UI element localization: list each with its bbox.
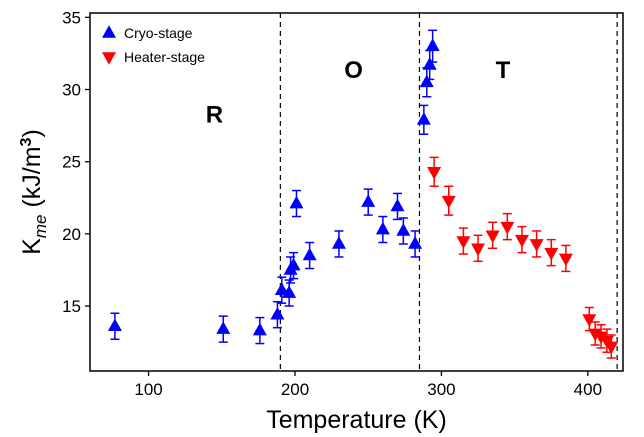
cryo-stage-point bbox=[331, 230, 346, 258]
triangle-up-marker bbox=[419, 74, 434, 88]
triangle-up-marker bbox=[422, 57, 437, 70]
legend-marker bbox=[102, 25, 116, 38]
triangle-up-marker bbox=[361, 194, 376, 207]
y-tick-label: 20 bbox=[62, 225, 81, 244]
triangle-down-marker bbox=[529, 239, 544, 252]
cryo-stage-point bbox=[274, 276, 289, 304]
triangle-up-marker bbox=[331, 236, 346, 249]
heater-stage-point bbox=[544, 238, 559, 267]
plot-frame bbox=[89, 12, 624, 372]
cryo-stage-point bbox=[425, 29, 440, 63]
heater-stage-point bbox=[514, 225, 529, 254]
region-label-r: R bbox=[206, 102, 223, 129]
triangle-up-marker bbox=[416, 112, 431, 125]
triangle-up-marker bbox=[408, 236, 423, 249]
heater-stage-point bbox=[604, 334, 619, 359]
axis-ticks: 100 200 300 400 15 20 25 30 35 bbox=[62, 8, 602, 399]
heater-stage-point bbox=[529, 230, 544, 258]
triangle-down-marker bbox=[441, 195, 456, 209]
x-tick-label: 100 bbox=[134, 380, 162, 399]
triangle-down-marker bbox=[427, 167, 442, 180]
cryo-stage-point bbox=[216, 315, 231, 343]
region-labels: R O T bbox=[206, 57, 511, 129]
cryo-stage-point bbox=[289, 189, 304, 218]
cryo-stage-point bbox=[408, 230, 423, 258]
triangle-down-marker bbox=[544, 247, 559, 261]
y-tick-label: 25 bbox=[62, 153, 81, 172]
triangle-down-marker bbox=[558, 253, 573, 267]
heater-stage-point bbox=[558, 244, 573, 273]
triangle-down-marker bbox=[471, 243, 486, 257]
triangle-up-marker bbox=[425, 38, 440, 51]
triangle-up-marker bbox=[270, 306, 285, 320]
region-label-o: O bbox=[344, 57, 363, 84]
y-axis-title-unit-pre: (kJ/m bbox=[18, 146, 46, 214]
y-axis-title-unit-post: ) bbox=[18, 129, 46, 137]
triangle-up-marker bbox=[252, 322, 267, 336]
y-tick-label: 35 bbox=[62, 8, 81, 27]
phase-boundaries bbox=[279, 13, 618, 371]
y-axis-title-main: K bbox=[18, 238, 46, 255]
heater-stage-point bbox=[500, 212, 515, 241]
triangle-down-marker bbox=[500, 221, 515, 235]
triangle-up-marker bbox=[289, 195, 304, 209]
triangle-up-marker bbox=[396, 223, 411, 236]
heater-stage-point bbox=[485, 221, 500, 250]
cryo-stage-point bbox=[396, 217, 411, 245]
data-points bbox=[107, 29, 619, 359]
y-axis-title: Kme (kJ/m3) bbox=[18, 129, 50, 255]
cryo-stage-point bbox=[107, 312, 122, 340]
y-axis-title-sub: me bbox=[31, 214, 50, 238]
cryo-stage-point bbox=[282, 279, 297, 307]
triangle-up-marker bbox=[282, 285, 297, 298]
legend-label: Heater-stage bbox=[124, 49, 205, 65]
legend: Cryo-stage Heater-stage bbox=[102, 25, 205, 65]
x-tick-label: 400 bbox=[574, 380, 602, 399]
triangle-up-marker bbox=[216, 321, 231, 334]
cryo-stage-point bbox=[375, 215, 390, 244]
triangle-down-marker bbox=[456, 236, 471, 249]
cryo-stage-point bbox=[419, 67, 434, 98]
x-tick-label: 300 bbox=[427, 380, 455, 399]
cryo-stage-point bbox=[422, 49, 437, 81]
heater-stage-point bbox=[582, 306, 597, 332]
triangle-up-marker bbox=[390, 198, 405, 212]
y-axis-title-sup: 3 bbox=[18, 137, 35, 146]
x-axis-title: Temperature (K) bbox=[266, 406, 447, 434]
triangle-down-marker bbox=[604, 341, 619, 355]
legend-marker bbox=[102, 52, 116, 65]
cryo-stage-point bbox=[286, 251, 301, 280]
heater-stage-point bbox=[456, 227, 471, 255]
cryo-stage-point bbox=[302, 241, 317, 270]
triangle-down-marker bbox=[485, 230, 500, 244]
legend-label: Cryo-stage bbox=[124, 25, 193, 41]
y-tick-label: 30 bbox=[62, 81, 81, 100]
triangle-up-marker bbox=[107, 318, 122, 332]
triangle-down-marker bbox=[582, 314, 597, 327]
triangle-up-marker bbox=[375, 221, 390, 235]
heater-stage-point bbox=[471, 234, 486, 263]
cryo-stage-point bbox=[390, 192, 405, 221]
cryo-stage-point bbox=[270, 300, 285, 329]
triangle-up-marker bbox=[302, 247, 317, 261]
region-label-t: T bbox=[496, 57, 511, 84]
triangle-up-marker bbox=[274, 282, 289, 295]
y-tick-label: 15 bbox=[62, 297, 81, 316]
triangle-down-marker bbox=[514, 234, 529, 248]
triangle-up-marker bbox=[286, 257, 301, 271]
heater-stage-point bbox=[441, 185, 456, 216]
cryo-stage-point bbox=[361, 188, 376, 216]
cryo-stage-point bbox=[252, 316, 267, 345]
x-tick-label: 200 bbox=[281, 380, 309, 399]
cryo-stage-point bbox=[416, 104, 431, 136]
heater-stage-point bbox=[427, 156, 442, 187]
